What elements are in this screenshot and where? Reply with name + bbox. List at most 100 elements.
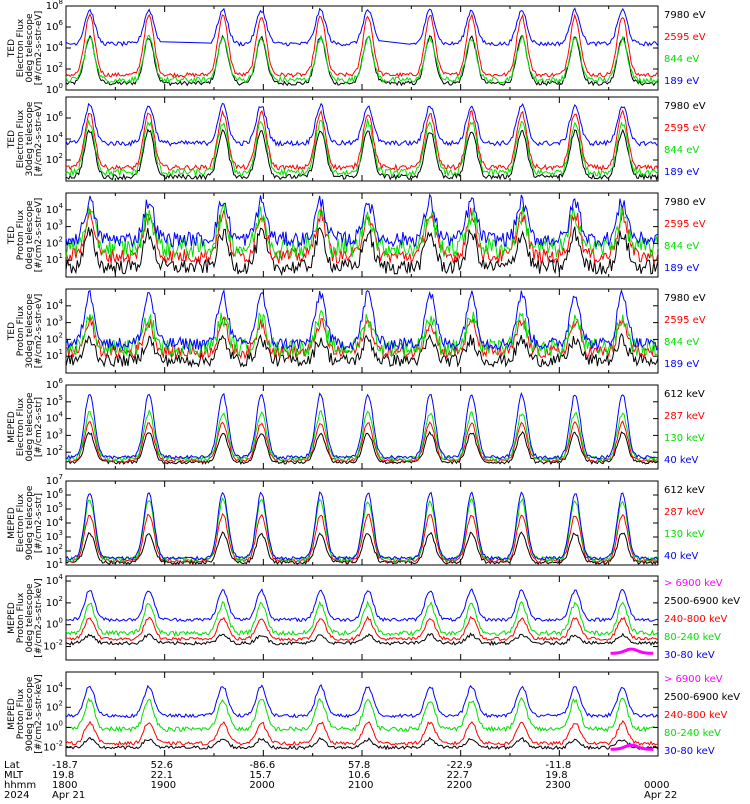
- y-axis-label: TED: [7, 130, 17, 149]
- y-tick-label: 103: [46, 427, 63, 441]
- axis-column-value: -86.6: [249, 760, 275, 771]
- legend-entry: > 6900 keV: [664, 674, 723, 685]
- y-axis-label: [#/cm2-s-str-keV]: [34, 578, 44, 657]
- y-tick-label: 106: [46, 19, 64, 33]
- y-tick-label: 103: [46, 315, 63, 329]
- y-tick-label: 102: [46, 699, 63, 713]
- series-line-black: [65, 332, 659, 368]
- y-tick-label: 103: [46, 219, 63, 233]
- y-axis-label: [#/cm2-s-str-eV]: [34, 11, 44, 86]
- legend-entry: 844 eV: [664, 54, 699, 65]
- y-tick-label: 10-2: [43, 740, 63, 754]
- series-line-blue: [65, 7, 659, 48]
- series-line-green: [65, 697, 659, 733]
- y-tick-label: 106: [46, 487, 64, 501]
- y-tick-label: 106: [46, 377, 64, 391]
- y-tick-label: 100: [46, 719, 63, 733]
- y-axis-label: Electron Flux: [16, 493, 26, 552]
- legend-entry: 2595 eV: [664, 32, 706, 43]
- y-axis-label: TED: [7, 39, 17, 58]
- legend-entry: 189 eV: [664, 167, 699, 178]
- y-axis-label: Electron Flux: [16, 397, 26, 456]
- y-axis-label: [#/cm2-s-str-eV]: [34, 198, 44, 273]
- y-axis-label: [#/cm2-s-str-eV]: [34, 294, 44, 369]
- y-axis-label: MEPED: [7, 507, 17, 539]
- series-line-blue: [65, 193, 659, 248]
- series-line-red: [65, 719, 659, 747]
- y-tick-label: 104: [46, 202, 64, 216]
- y-tick-label: 102: [46, 543, 63, 557]
- series-line-red: [65, 615, 659, 642]
- y-tick-label: 104: [46, 573, 64, 587]
- legend-entry: 287 keV: [664, 411, 705, 422]
- legend-entry: 240-800 keV: [664, 614, 728, 625]
- legend-entry: 844 eV: [664, 337, 699, 348]
- y-axis-label: TED: [7, 322, 17, 341]
- y-tick-label: 100: [46, 617, 63, 631]
- y-axis-label: MEPED: [7, 602, 17, 634]
- axis-column-value: 2200: [447, 780, 472, 791]
- legend-entry: 2595 eV: [664, 123, 706, 134]
- y-axis-label: Electron Flux: [16, 109, 26, 168]
- series-line-blue: [65, 102, 659, 147]
- y-axis-label: [#/cm2-s-str]: [34, 397, 44, 457]
- legend-entry: 30-80 keV: [664, 746, 715, 757]
- legend-entry: 130 keV: [664, 529, 705, 540]
- y-tick-label: 104: [46, 681, 64, 695]
- legend-entry: 7980 eV: [664, 101, 706, 112]
- legend-entry: 287 keV: [664, 507, 705, 518]
- y-axis-label: 0deg telescope: [25, 13, 35, 83]
- series-line-green: [65, 309, 659, 358]
- axis-column-value: 10.6: [348, 770, 370, 781]
- legend-entry: 189 eV: [664, 359, 699, 370]
- legend-entry: 2500-6900 keV: [664, 692, 740, 703]
- y-tick-label: 105: [46, 501, 63, 515]
- series-line-black: [66, 736, 659, 751]
- y-tick-label: 101: [46, 348, 63, 362]
- axis-column-value: 1900: [151, 780, 176, 791]
- series-line-green: [65, 497, 659, 563]
- axis-column-value: 22.1: [151, 770, 173, 781]
- y-axis-label: 0deg telescope: [25, 392, 35, 462]
- y-tick-label: 102: [46, 61, 63, 75]
- y-axis-label: 30deg telescope: [25, 101, 35, 176]
- y-tick-label: 102: [46, 235, 63, 249]
- legend-entry: 2595 eV: [664, 315, 706, 326]
- y-tick-label: 102: [46, 444, 63, 458]
- y-tick-label: 102: [46, 331, 63, 345]
- series-line-blue: [65, 588, 659, 623]
- y-axis-label: [#/cm2-s-str-keV]: [34, 674, 44, 753]
- panel-frame: [65, 288, 659, 374]
- y-tick-label: 101: [46, 252, 63, 266]
- y-axis-label: MEPED: [7, 411, 17, 443]
- legend-entry: 240-800 keV: [664, 710, 728, 721]
- legend-entry: > 6900 keV: [664, 578, 723, 589]
- legend-entry: 612 keV: [664, 485, 705, 496]
- y-tick-label: 105: [46, 394, 63, 408]
- legend-entry: 612 keV: [664, 389, 705, 400]
- legend-entry: 40 keV: [664, 455, 698, 466]
- series-line-red: [65, 512, 659, 564]
- legend-entry: 2595 eV: [664, 219, 706, 230]
- legend-entry: 130 keV: [664, 433, 705, 444]
- legend-entry: 844 eV: [664, 145, 699, 156]
- legend-entry: 7980 eV: [664, 293, 706, 304]
- legend-entry: 844 eV: [664, 241, 699, 252]
- axis-column-value: 22.7: [447, 770, 469, 781]
- axis-column-value: 19.8: [545, 770, 567, 781]
- y-tick-label: 102: [46, 595, 63, 609]
- series-line-blue: [65, 491, 659, 561]
- axis-column-value: 15.7: [249, 770, 271, 781]
- axis-column-value: 19.8: [52, 770, 74, 781]
- y-tick-label: 101: [46, 557, 63, 571]
- series-line-blue: [65, 391, 659, 461]
- axis-column-value: Apr 22: [644, 790, 677, 800]
- y-tick-label: 102: [46, 152, 63, 166]
- series-line-green: [65, 409, 659, 463]
- legend-entry: 80-240 keV: [664, 728, 721, 739]
- y-tick-label: 106: [46, 110, 64, 124]
- series-line-blue: [65, 683, 659, 719]
- y-tick-label: 108: [46, 0, 63, 12]
